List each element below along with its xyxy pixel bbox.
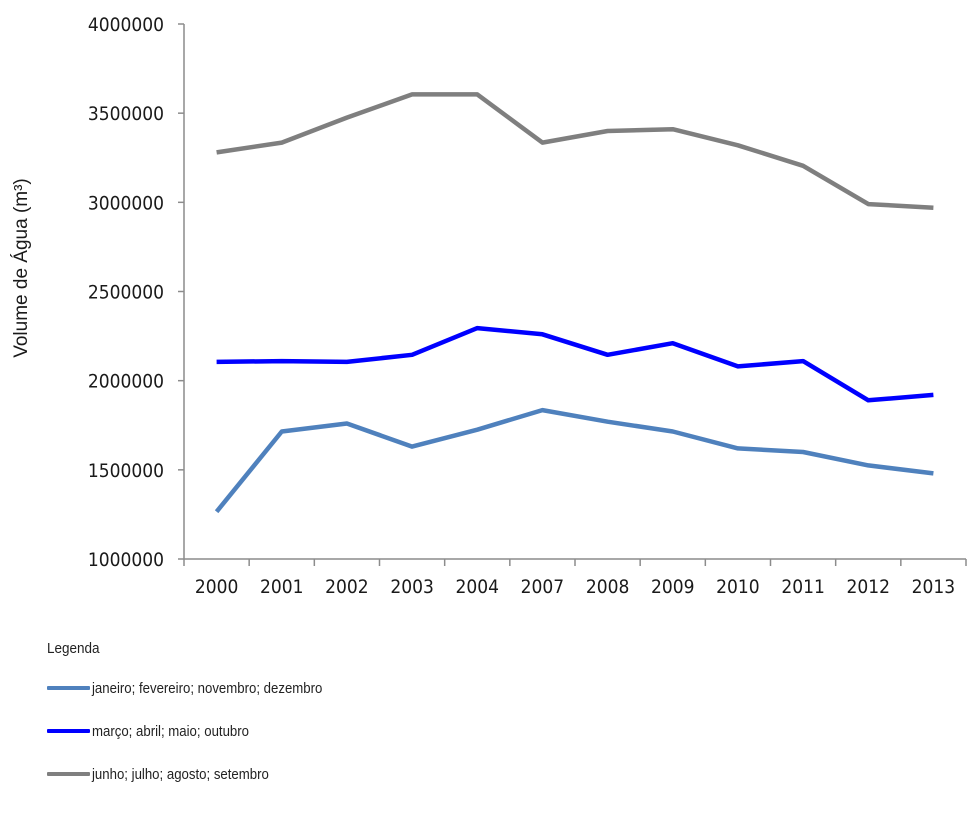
legend: Legenda janeiro; fevereiro; novembro; de… [47, 640, 354, 807]
y-tick-label: 3500000 [88, 103, 164, 125]
legend-item-series-3: junho; julho; agosto; setembro [47, 764, 354, 784]
legend-title: Legenda [47, 640, 100, 657]
x-tick-label: 2004 [456, 576, 500, 598]
legend-label-series-3: junho; julho; agosto; setembro [92, 765, 269, 783]
x-tick-label: 2009 [651, 576, 695, 598]
x-tick-label: 2011 [781, 576, 825, 598]
y-axis-label: Volume de Água (m³) [11, 178, 32, 358]
y-ticks: 4000000 3500000 3000000 2500000 2000000 15000… [88, 14, 184, 571]
x-tick-label: 2013 [912, 576, 956, 598]
legend-swatch-series-3 [47, 772, 90, 776]
series-line-3 [216, 92, 934, 210]
x-tick-label: 2003 [390, 576, 434, 598]
series-lines [214, 92, 934, 514]
legend-label-series-1: janeiro; fevereiro; novembro; dezembro [92, 679, 323, 697]
y-tick-label: 1000000 [88, 549, 164, 571]
legend-label-series-2: março; abril; maio; outubro [92, 722, 250, 740]
legend-item-series-1: janeiro; fevereiro; novembro; dezembro [47, 678, 354, 698]
x-tick-label: 2008 [586, 576, 630, 598]
x-tick-label: 2012 [847, 576, 891, 598]
series-line-2 [216, 325, 934, 403]
legend-item-series-2: março; abril; maio; outubro [47, 721, 354, 741]
legend-swatch-series-2 [47, 729, 90, 733]
y-tick-label: 4000000 [88, 14, 164, 36]
x-tick-label: 2010 [716, 576, 760, 598]
x-tick-label: 2007 [521, 576, 565, 598]
y-tick-label: 1500000 [88, 460, 164, 482]
x-tick-label: 2000 [195, 576, 239, 598]
legend-swatch-series-1 [47, 686, 90, 690]
x-tick-label: 2001 [260, 576, 304, 598]
y-tick-label: 2500000 [88, 282, 164, 304]
y-tick-label: 2000000 [88, 371, 164, 393]
y-tick-label: 3000000 [88, 192, 164, 214]
series-line-1 [214, 407, 934, 514]
axes [183, 24, 966, 560]
x-ticks: 2000 2001 2002 2003 2004 2007 2008 2009 2010 2011… [183, 559, 967, 598]
line-chart: 4000000 3500000 3000000 2500000 2000000 15000… [11, 14, 967, 598]
x-tick-label: 2002 [325, 576, 369, 598]
